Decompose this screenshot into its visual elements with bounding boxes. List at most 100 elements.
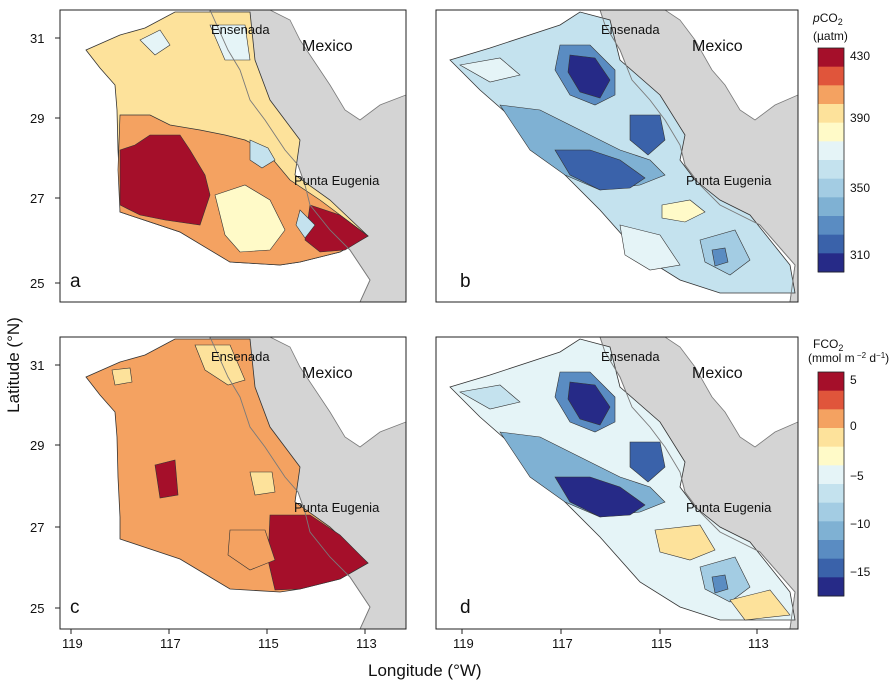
panel-b-map (449, 10, 798, 302)
panel-a-frame (59, 9, 407, 303)
colorbar-swatch (818, 577, 844, 597)
coastline (599, 10, 796, 302)
colorbar-fco2-tick: −15 (850, 565, 871, 579)
colorbar-swatch (818, 85, 844, 105)
place-ensenada-d: Ensenada (601, 349, 660, 364)
coastline (209, 10, 371, 302)
contour-fill (85, 11, 369, 266)
y-tick-label: 29 (30, 111, 44, 126)
colorbar-pco2-title: pCO2 (812, 11, 843, 27)
colorbar-swatch (818, 216, 844, 236)
colorbar-swatch (818, 48, 844, 68)
place-punta-eugenia-b: Punta Eugenia (686, 173, 772, 188)
y-tick-label: 25 (30, 276, 44, 291)
y-tick-label: 29 (30, 438, 44, 453)
colorbar-fco2-tick: 5 (850, 373, 857, 387)
place-mexico-c: Mexico (302, 365, 353, 382)
place-mexico-b: Mexico (692, 38, 743, 55)
colorbar-swatch (818, 540, 844, 560)
colorbar-fco2-title: FCO2 (813, 337, 843, 353)
panel-a-map (85, 10, 406, 302)
colorbar-fco2-tick: −5 (850, 469, 864, 483)
panel-d-map (449, 337, 798, 629)
place-mexico-a: Mexico (302, 38, 353, 55)
place-punta-eugenia-d: Punta Eugenia (686, 500, 772, 515)
place-ensenada-c: Ensenada (211, 349, 270, 364)
colorbar-swatch (818, 178, 844, 198)
colorbar-fco2: FCO2 (mmol m −2 d−1) 5 0 −5 −10 −15 (808, 337, 889, 597)
colorbar-fco2-unit: (mmol m −2 d−1) (808, 351, 889, 365)
y-tick-label: 25 (30, 601, 44, 616)
colorbar-swatch (818, 409, 844, 429)
x-tick-label: 117 (160, 636, 181, 651)
colorbar-pco2-swatches (818, 48, 844, 273)
colorbar-fco2-tick: 0 (850, 419, 857, 433)
colorbar-fco2-tick: −10 (850, 517, 871, 531)
colorbar-swatch (818, 428, 844, 448)
colorbar-swatch (818, 558, 844, 578)
panel-label-c: c (70, 597, 80, 618)
x-axis-ticks-right: 119 117 115 113 (453, 629, 769, 651)
x-tick-label: 115 (258, 636, 279, 651)
contour-fill (85, 338, 369, 593)
y-axis-ticks-top: 31 29 27 25 (30, 31, 60, 291)
place-ensenada-b: Ensenada (601, 22, 660, 37)
colorbar-pco2-tick: 310 (850, 248, 870, 262)
x-tick-label: 117 (552, 636, 573, 651)
land-mass-peninsula-gap (664, 10, 798, 121)
colorbar-pco2-tick: 430 (850, 49, 870, 63)
y-tick-label: 31 (30, 358, 44, 373)
colorbar-pco2-tick: 390 (850, 111, 870, 125)
x-axis-ticks-left: 119 117 115 113 (62, 629, 377, 651)
place-ensenada-a: Ensenada (211, 22, 270, 37)
panel-label-b: b (460, 271, 471, 292)
colorbar-swatch (818, 372, 844, 392)
colorbar-pco2: pCO2 (µatm) 430 390 350 310 (812, 11, 870, 273)
x-tick-label: 113 (748, 636, 769, 651)
colorbar-swatch (818, 390, 844, 410)
colorbar-swatch (818, 502, 844, 522)
coastline (209, 337, 371, 629)
colorbar-fco2-swatches (818, 372, 844, 597)
x-tick-label: 113 (356, 636, 377, 651)
colorbar-swatch (818, 160, 844, 180)
x-tick-label: 119 (62, 636, 83, 651)
y-axis-label: Latitude (°N) (4, 317, 23, 413)
colorbar-swatch (818, 66, 844, 86)
coastline (599, 337, 796, 629)
panel-c-frame (59, 336, 407, 630)
panel-label-d: d (460, 597, 471, 618)
x-tick-label: 115 (651, 636, 672, 651)
y-axis-ticks-bottom: 31 29 27 25 (30, 358, 60, 616)
colorbar-swatch (818, 253, 844, 273)
colorbar-pco2-unit: (µatm) (813, 29, 848, 43)
land-mass-peninsula-gap (664, 337, 798, 448)
panel-c-map (85, 337, 406, 629)
contour-fill (449, 11, 796, 294)
place-labels: Ensenada Mexico Punta Eugenia Ensenada M… (211, 22, 772, 515)
colorbar-swatch (818, 197, 844, 217)
place-punta-eugenia-a: Punta Eugenia (294, 173, 380, 188)
colorbar-swatch (818, 484, 844, 504)
colorbar-swatch (818, 521, 844, 541)
y-tick-label: 31 (30, 31, 44, 46)
colorbar-swatch (818, 446, 844, 466)
panel-label-a: a (70, 271, 81, 292)
colorbar-swatch (818, 465, 844, 485)
y-tick-label: 27 (30, 520, 44, 535)
colorbar-pco2-tick: 350 (850, 181, 870, 195)
colorbar-swatch (818, 104, 844, 124)
panel-d-frame (435, 336, 799, 630)
colorbar-swatch (818, 122, 844, 142)
panel-b-frame (435, 9, 799, 303)
contour-fill (449, 338, 796, 621)
y-tick-label: 27 (30, 191, 44, 206)
x-tick-label: 119 (453, 636, 474, 651)
land-mass-peninsula-gap (269, 337, 406, 448)
colorbar-swatch (818, 234, 844, 254)
x-axis-label: Longitude (°W) (368, 661, 482, 680)
place-mexico-d: Mexico (692, 365, 743, 382)
place-punta-eugenia-c: Punta Eugenia (294, 500, 380, 515)
colorbar-swatch (818, 141, 844, 161)
